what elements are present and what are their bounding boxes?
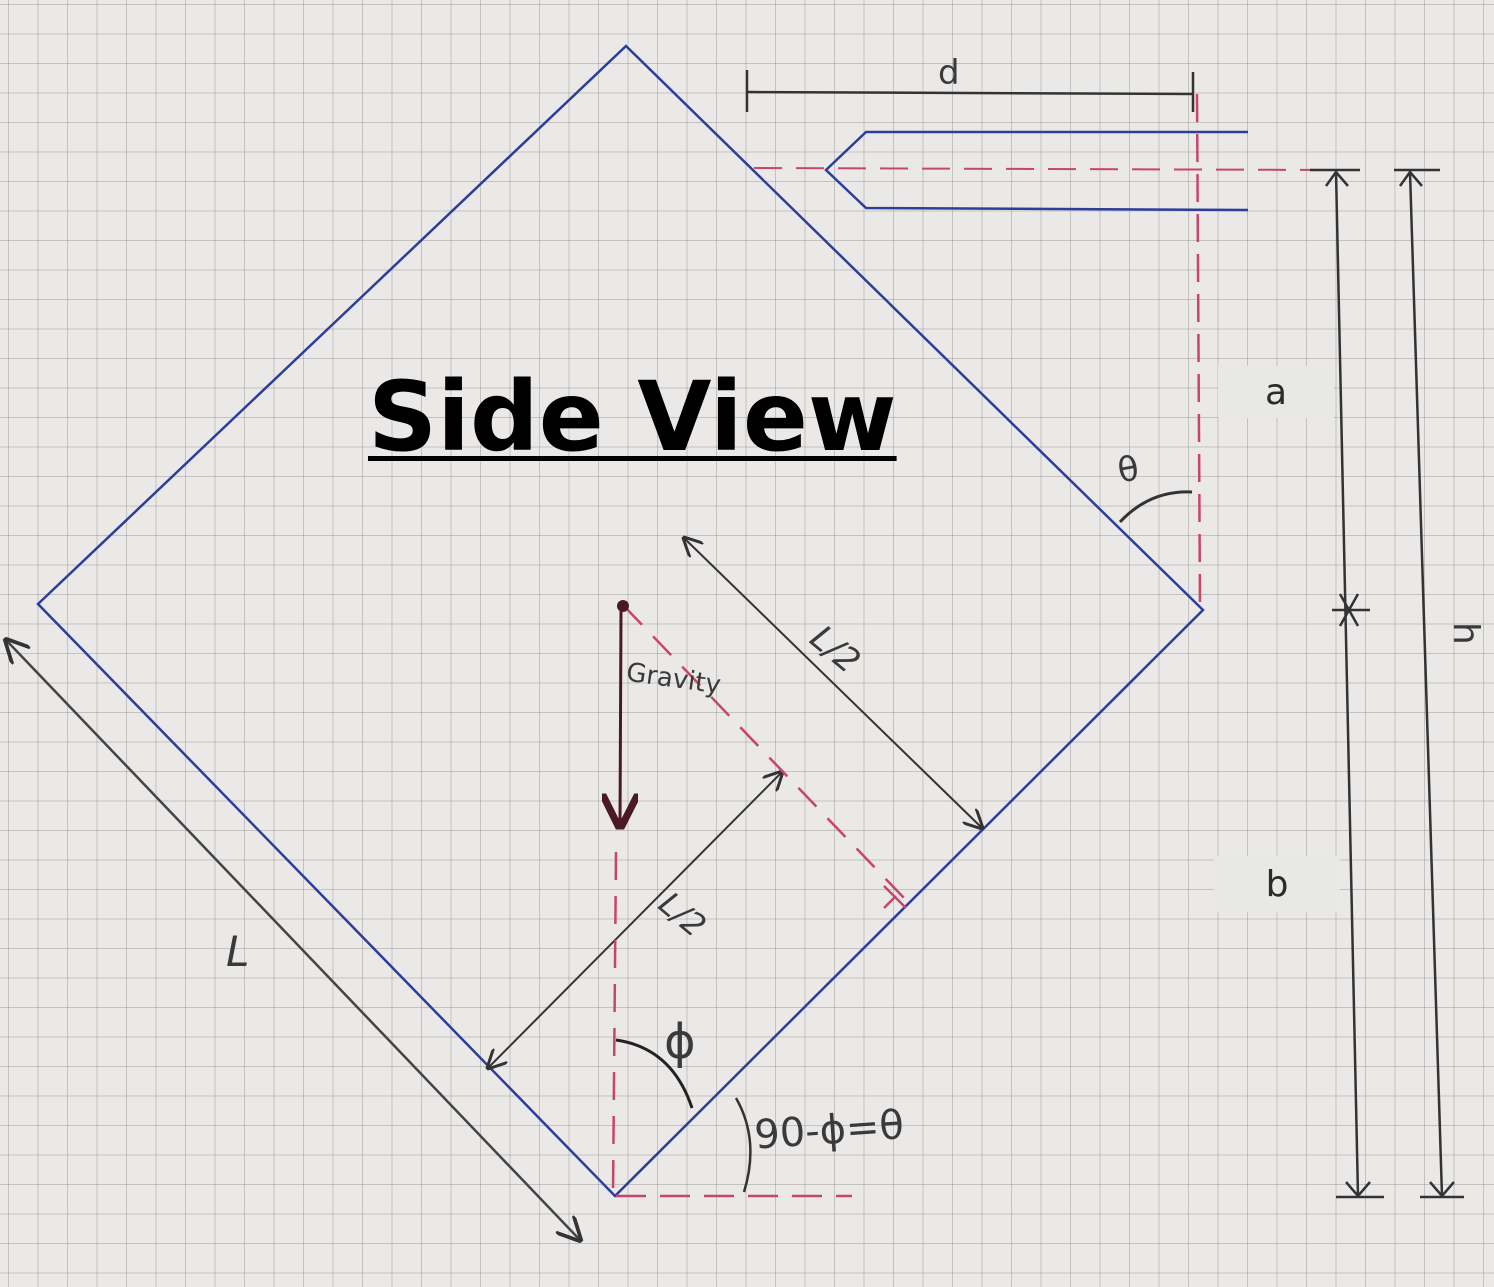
ab-dimension-line (1334, 171, 1360, 1197)
relation-label: 90-ϕ=θ (753, 1102, 906, 1158)
ab-mid-cross (1338, 593, 1360, 627)
b-label: b (1214, 856, 1340, 912)
h-dimension-line (1408, 171, 1444, 1197)
d-label: d (938, 53, 960, 93)
a-label: a (1218, 366, 1334, 418)
d-dimension-line (746, 90, 1195, 96)
diagram-title: Side View (368, 361, 897, 473)
tilted-square (36, 44, 1205, 1198)
L-half-upper-dimension (684, 538, 982, 828)
theta-arc (1118, 490, 1193, 524)
ninety-minus-phi-arc (734, 1097, 752, 1193)
center-of-mass-dot (617, 600, 629, 612)
gravity-arrow (620, 609, 621, 826)
ab-bottom-arrowhead (1345, 1181, 1371, 1198)
ab-top-arrowhead (1324, 169, 1349, 187)
phi-label: ϕ (664, 1014, 696, 1070)
center-to-edge-dashed (623, 605, 905, 899)
h-top-arrowhead (1398, 169, 1423, 187)
right-angle-marker (883, 885, 907, 909)
L-label: L (226, 927, 249, 976)
h-label: h (1445, 622, 1486, 645)
center-vertical-dashed (611, 851, 618, 1195)
L-half-lower-dimension (488, 772, 782, 1068)
right-vertical-dashed (1195, 93, 1202, 607)
L-dimension-line (6, 640, 580, 1240)
L-half-upper-label: L/2 (802, 618, 868, 682)
gravity-label: Gravity (624, 658, 722, 701)
pivot-dashed-line (753, 167, 1336, 171)
h-bottom-arrowhead (1429, 1181, 1455, 1198)
pivot-rod-outline (824, 130, 1249, 212)
phi-arc (615, 1038, 694, 1109)
theta-label: θ (1115, 448, 1142, 491)
